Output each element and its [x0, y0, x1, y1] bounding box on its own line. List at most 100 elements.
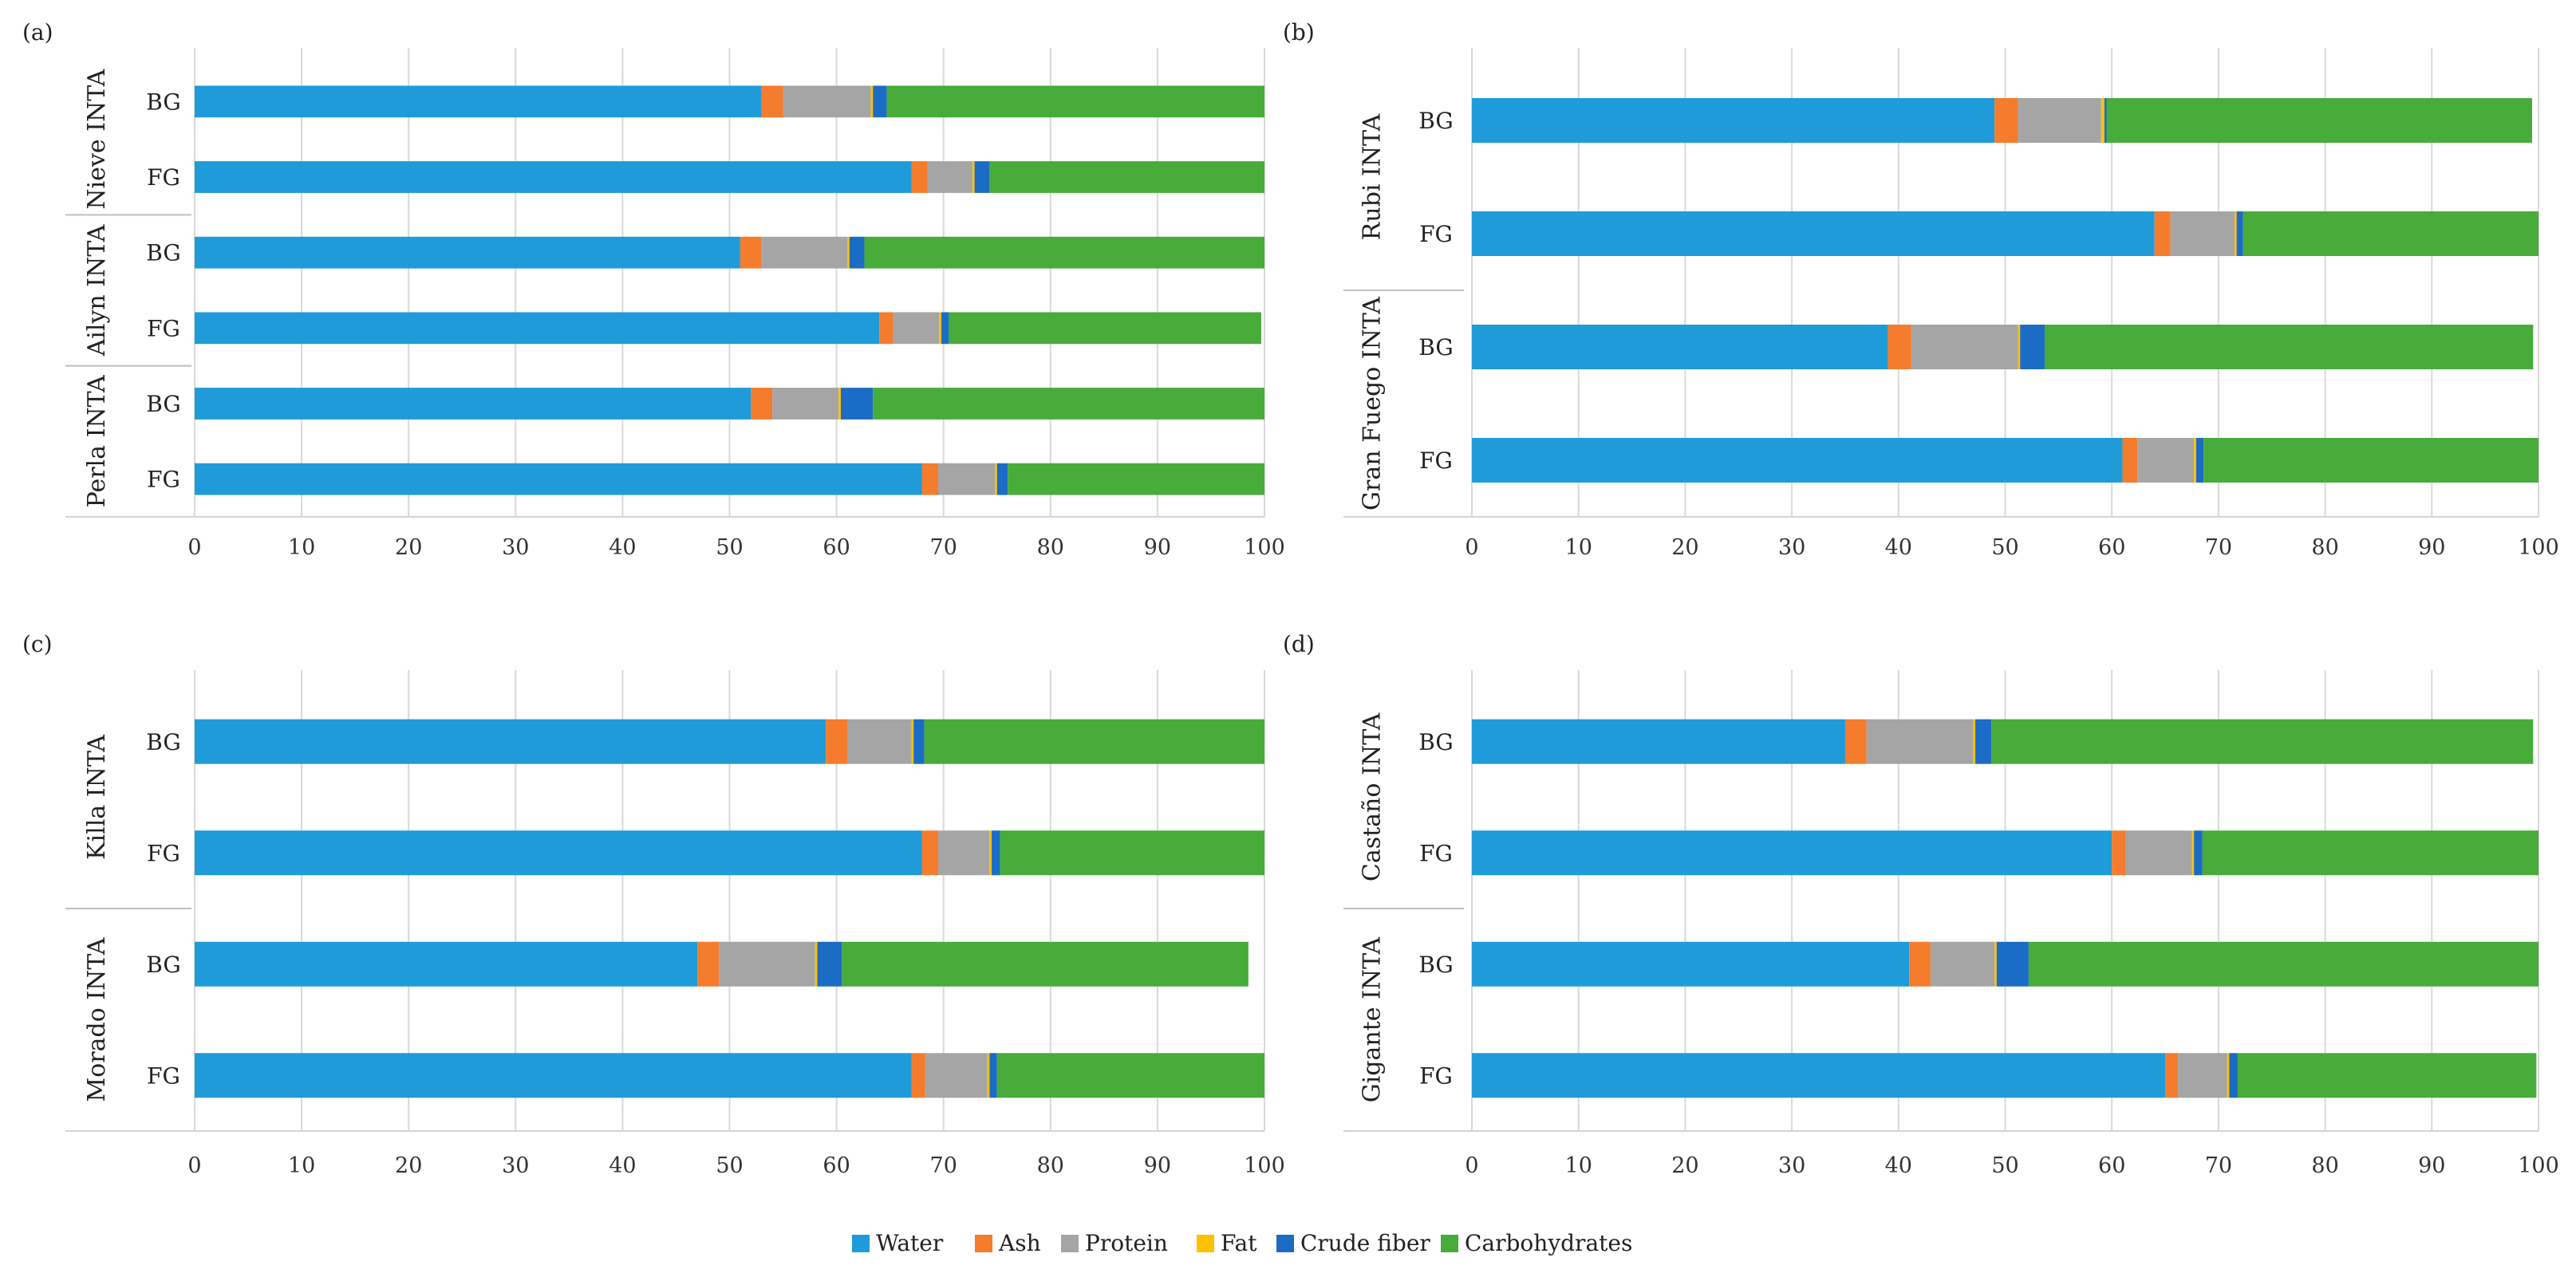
group-label: Castaño INTA: [1359, 713, 1387, 882]
chart-panel: (d) 0 10 20 30 40 50 60 70 80 90 100 Castaño INTA BG F…: [1283, 631, 2559, 1178]
bar-segment-water: [195, 388, 751, 420]
x-tick-label: 20: [1671, 1153, 1698, 1178]
bar-segment-fat: [2101, 98, 2105, 143]
bar-segment-protein: [2137, 438, 2195, 483]
bar-segment-crude-fiber: [2104, 98, 2107, 143]
x-tick-label: 90: [1144, 1153, 1171, 1178]
bar-segment-crude-fiber: [941, 312, 949, 345]
x-tick-label: 40: [609, 1153, 636, 1178]
x-tick-label: 10: [288, 535, 315, 560]
group-label: Ailyn INTA: [83, 224, 111, 357]
bar-segment-ash: [2165, 1053, 2179, 1098]
bar-segment-carbohydrates: [924, 719, 1264, 764]
bar-segment-fat: [2018, 325, 2021, 369]
bar-segment-ash: [2112, 830, 2126, 876]
bar-segment-water: [195, 312, 880, 345]
bar-segment-protein: [1930, 941, 1995, 987]
x-tick-label: 90: [1144, 535, 1171, 560]
category-label: BG: [146, 729, 180, 755]
bar-segment-ash: [1888, 325, 1911, 369]
panel-label: (d): [1283, 631, 1315, 657]
bar-segment-protein: [2170, 211, 2235, 256]
bar-segment-ash: [761, 85, 783, 118]
x-tick-label: 100: [1244, 1153, 1285, 1178]
category-label: BG: [1418, 108, 1453, 134]
bar-segment-crude-fiber: [996, 463, 1008, 495]
bar-segment-crude-fiber: [2194, 830, 2203, 876]
x-tick-label: 0: [1465, 535, 1478, 560]
bar-segment-fat: [939, 312, 942, 345]
x-tick-label: 30: [1778, 1153, 1805, 1178]
bar-segment-carbohydrates: [873, 388, 1264, 420]
bar-segment-protein: [893, 312, 940, 345]
category-label: FG: [1419, 447, 1453, 474]
bar-segment-protein: [719, 941, 815, 987]
category-label: FG: [1419, 221, 1453, 247]
category-label: FG: [147, 1062, 180, 1089]
bar-segment-carbohydrates: [2028, 941, 2539, 987]
bar-segment-ash: [740, 236, 762, 269]
bar-segment-water: [195, 85, 762, 118]
legend-swatch: [1441, 1235, 1458, 1252]
bar-segment-carbohydrates: [2106, 98, 2532, 143]
x-tick-label: 40: [1885, 535, 1912, 560]
bar-segment-fat: [989, 830, 992, 876]
bar-segment-ash: [911, 161, 928, 193]
chart-panel: (b) 0 10 20 30 40 50 60 70 80 90 100 Rubi INTA BG FG Gr…: [1283, 19, 2559, 560]
x-tick-label: 40: [1885, 1153, 1912, 1178]
bar-segment-fat: [870, 85, 874, 118]
bar-segment-ash: [1994, 98, 2018, 143]
bar-segment-fat: [815, 941, 818, 987]
bar-segment-ash: [826, 719, 848, 764]
category-label: BG: [1418, 952, 1453, 978]
bar-segment-carbohydrates: [2243, 211, 2539, 256]
bar-segment-carbohydrates: [949, 312, 1261, 345]
group-label: Rubi INTA: [1359, 113, 1387, 240]
group-label: Nieve INTA: [83, 69, 111, 209]
x-tick-label: 30: [502, 535, 529, 560]
panel-label: (c): [22, 631, 53, 657]
x-tick-label: 10: [288, 1153, 315, 1178]
bar-segment-crude-fiber: [992, 830, 1000, 876]
bar-segment-fat: [2194, 438, 2196, 483]
bar-segment-carbohydrates: [842, 941, 1249, 987]
panel-label: (a): [22, 19, 53, 45]
bar-segment-fat: [2191, 830, 2195, 876]
group-label: Gigante INTA: [1359, 936, 1387, 1102]
bar-segment-water: [195, 719, 826, 764]
legend-label: Fat: [1221, 1230, 1257, 1256]
bar-segment-protein: [1866, 719, 1974, 764]
bar-segment-carbohydrates: [2203, 438, 2539, 483]
bar-segment-water: [195, 941, 698, 987]
bar-segment-carbohydrates: [1008, 463, 1264, 495]
category-label: FG: [147, 315, 180, 341]
x-tick-label: 0: [187, 1153, 201, 1178]
legend-swatch: [852, 1235, 870, 1252]
bar-segment-crude-fiber: [989, 1053, 997, 1098]
bar-segment-ash: [1909, 941, 1931, 987]
group-label: Killa INTA: [83, 735, 111, 860]
bar-segment-water: [195, 1053, 912, 1098]
bar-segment-crude-fiber: [1975, 719, 1992, 764]
x-tick-label: 20: [395, 1153, 422, 1178]
bar-segment-water: [1472, 830, 2112, 876]
bar-segment-water: [195, 236, 740, 269]
bar-segment-crude-fiber: [873, 85, 887, 118]
x-tick-label: 20: [395, 535, 422, 560]
bar-segment-crude-fiber: [1996, 941, 2029, 987]
chart-panel: (a) 0 10 20 30 40 50 60 70 80 90 100 Nieve INTA BG FG A…: [22, 19, 1285, 560]
category-label: BG: [1418, 334, 1453, 361]
bar-segment-crude-fiber: [2020, 325, 2045, 369]
x-tick-label: 50: [1991, 1153, 2018, 1178]
bar-segment-carbohydrates: [2044, 325, 2534, 369]
bar-segment-carbohydrates: [2237, 1053, 2537, 1098]
bar-segment-water: [195, 161, 912, 193]
chart-panel: (c) 0 10 20 30 40 50 60 70 80 90 100 Killa INTA BG FG M…: [22, 631, 1285, 1178]
x-tick-label: 70: [2205, 1153, 2232, 1178]
x-tick-label: 30: [1778, 535, 1805, 560]
x-tick-label: 80: [1037, 1153, 1064, 1178]
bar-segment-water: [1472, 211, 2155, 256]
x-tick-label: 80: [2311, 1153, 2338, 1178]
bar-segment-crude-fiber: [817, 941, 842, 987]
x-tick-label: 50: [1991, 535, 2018, 560]
